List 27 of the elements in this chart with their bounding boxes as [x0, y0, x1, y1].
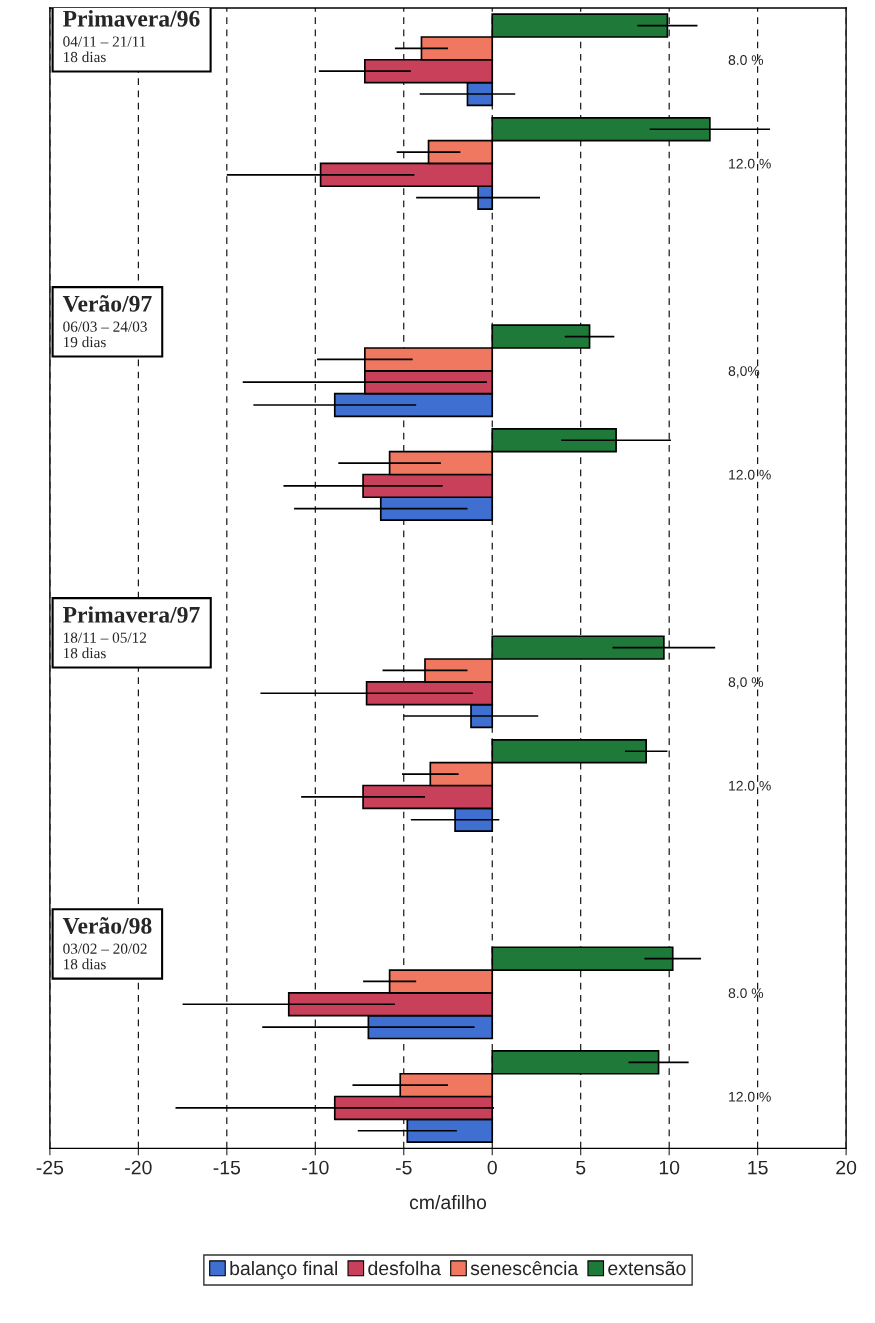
x-tick-label: -15 — [213, 1160, 241, 1175]
legend-label: senescência — [470, 1260, 579, 1276]
x-tick-label: 15 — [748, 1160, 768, 1175]
y-tick-label: 12.0 % — [729, 158, 771, 169]
x-tick-label: 5 — [576, 1160, 586, 1175]
x-tick-label: -25 — [36, 1160, 64, 1175]
x-tick-label: -10 — [302, 1160, 329, 1175]
y-tick-label: 8,0% — [728, 366, 760, 378]
x-tick-label: 20 — [836, 1160, 857, 1175]
y-tick-label: 12.0 % — [729, 780, 771, 791]
y-tick-label: 8,0 % — [728, 677, 764, 689]
annotation: Primavera/97 18/11 – 05/12 18 dias — [63, 606, 200, 659]
y-tick-label: 12.0 % — [729, 1091, 771, 1102]
x-axis-title: cm/afilho — [409, 1194, 487, 1210]
y-tick-label: 8.0 % — [728, 988, 764, 999]
y-tick-label: 8.0 % — [728, 55, 764, 65]
x-tick-label: -5 — [395, 1160, 412, 1175]
x-tick-label: 0 — [487, 1160, 497, 1175]
legend-label: balanço final — [230, 1260, 338, 1280]
annotation: Verão/97 06/03 – 24/03 19 dias — [62, 295, 152, 348]
x-tick-label: -20 — [125, 1160, 152, 1175]
x-tick-label: 10 — [659, 1160, 680, 1175]
annotation: Primavera/96 04/11 – 21/11 18 dias — [63, 10, 200, 63]
legend-label: extensão — [608, 1261, 686, 1276]
y-tick-label: 12.0 % — [729, 469, 771, 480]
legend-label: desfolha — [368, 1260, 441, 1276]
annotation: Verão/98 03/02 – 20/02 18 dias — [62, 917, 152, 970]
